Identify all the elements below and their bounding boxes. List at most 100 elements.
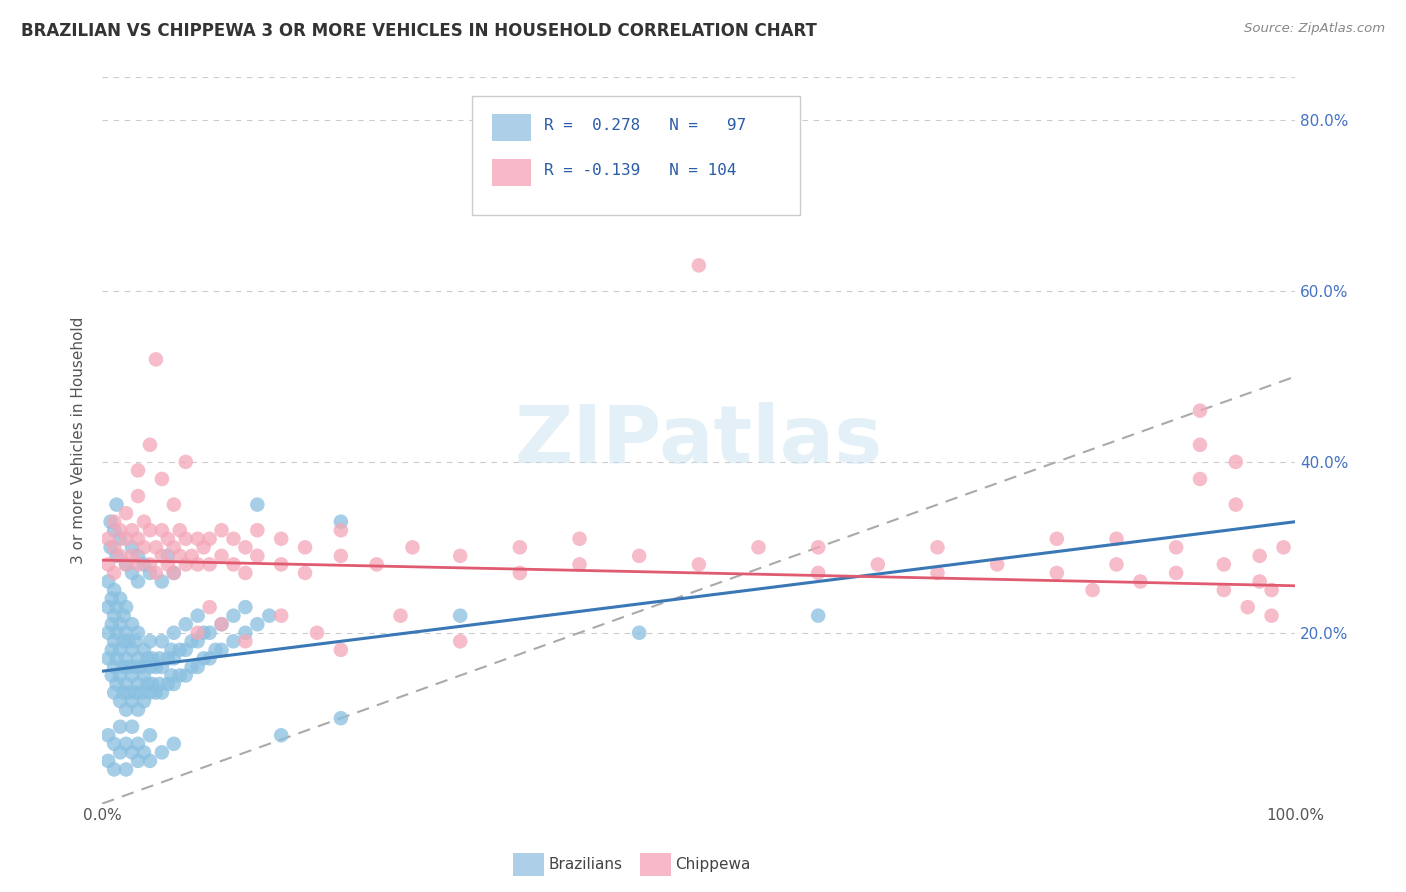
Point xyxy=(121,566,143,580)
Point xyxy=(103,608,125,623)
Point xyxy=(150,574,173,589)
Point xyxy=(449,608,471,623)
Point xyxy=(108,643,131,657)
Point xyxy=(97,574,120,589)
Point xyxy=(103,566,125,580)
Point xyxy=(124,660,146,674)
Point xyxy=(127,574,149,589)
Point xyxy=(100,515,122,529)
Point xyxy=(115,677,138,691)
Point xyxy=(568,532,591,546)
Point xyxy=(163,737,186,751)
Point xyxy=(986,558,1008,572)
Point xyxy=(198,625,221,640)
Point xyxy=(1272,541,1295,555)
Point xyxy=(235,625,257,640)
Point xyxy=(132,558,155,572)
Point xyxy=(156,558,179,572)
Text: R = -0.139   N = 104: R = -0.139 N = 104 xyxy=(544,163,737,178)
Point xyxy=(329,523,352,537)
Point xyxy=(103,523,125,537)
Bar xyxy=(492,159,530,186)
Text: R =  0.278   N =   97: R = 0.278 N = 97 xyxy=(544,118,745,133)
Point xyxy=(115,625,138,640)
Point xyxy=(198,558,221,572)
Point xyxy=(139,728,162,742)
Point xyxy=(1046,566,1069,580)
Point xyxy=(103,660,125,674)
Point xyxy=(211,617,233,632)
Point xyxy=(139,558,162,572)
Point xyxy=(108,720,131,734)
Point xyxy=(117,660,139,674)
Point xyxy=(105,600,128,615)
Point xyxy=(174,532,197,546)
Point xyxy=(127,489,149,503)
Point xyxy=(132,643,155,657)
Point xyxy=(193,625,215,640)
Point xyxy=(108,591,131,606)
Point xyxy=(124,685,146,699)
Point xyxy=(235,600,257,615)
Point xyxy=(568,558,591,572)
Point xyxy=(807,541,830,555)
Point xyxy=(1212,558,1234,572)
Point xyxy=(139,438,162,452)
Point xyxy=(927,566,949,580)
Text: Brazilians: Brazilians xyxy=(548,857,623,871)
Text: Chippewa: Chippewa xyxy=(675,857,751,871)
Point xyxy=(121,643,143,657)
Point xyxy=(112,634,135,648)
Point xyxy=(103,763,125,777)
Point xyxy=(174,455,197,469)
Point xyxy=(235,566,257,580)
Point xyxy=(139,685,162,699)
Point xyxy=(329,643,352,657)
Point xyxy=(127,737,149,751)
Point xyxy=(160,668,183,682)
Point xyxy=(127,532,149,546)
Point xyxy=(156,651,179,665)
Point xyxy=(100,541,122,555)
Point xyxy=(150,523,173,537)
Point xyxy=(150,549,173,563)
Point xyxy=(117,685,139,699)
Point xyxy=(150,472,173,486)
Point xyxy=(163,651,186,665)
Point xyxy=(97,728,120,742)
Bar xyxy=(492,114,530,141)
Point xyxy=(105,549,128,563)
Point xyxy=(180,660,202,674)
Point xyxy=(193,651,215,665)
Point xyxy=(150,685,173,699)
Point xyxy=(246,617,269,632)
Point xyxy=(108,694,131,708)
Point xyxy=(132,541,155,555)
Point xyxy=(688,558,710,572)
Point xyxy=(103,685,125,699)
Point xyxy=(193,541,215,555)
Point xyxy=(139,754,162,768)
Point xyxy=(150,634,173,648)
Point xyxy=(1166,541,1188,555)
FancyBboxPatch shape xyxy=(472,95,800,215)
Point xyxy=(270,558,292,572)
Point xyxy=(174,668,197,682)
Point xyxy=(112,608,135,623)
Point xyxy=(121,523,143,537)
Point xyxy=(156,549,179,563)
Point xyxy=(509,566,531,580)
Point xyxy=(115,651,138,665)
Point xyxy=(97,651,120,665)
Point xyxy=(163,541,186,555)
Text: Source: ZipAtlas.com: Source: ZipAtlas.com xyxy=(1244,22,1385,36)
Point xyxy=(1188,403,1211,417)
Point xyxy=(270,608,292,623)
Point xyxy=(1046,532,1069,546)
Point xyxy=(108,617,131,632)
Point xyxy=(270,532,292,546)
Point xyxy=(103,541,125,555)
Point xyxy=(1188,472,1211,486)
Point xyxy=(294,566,316,580)
Point xyxy=(156,532,179,546)
